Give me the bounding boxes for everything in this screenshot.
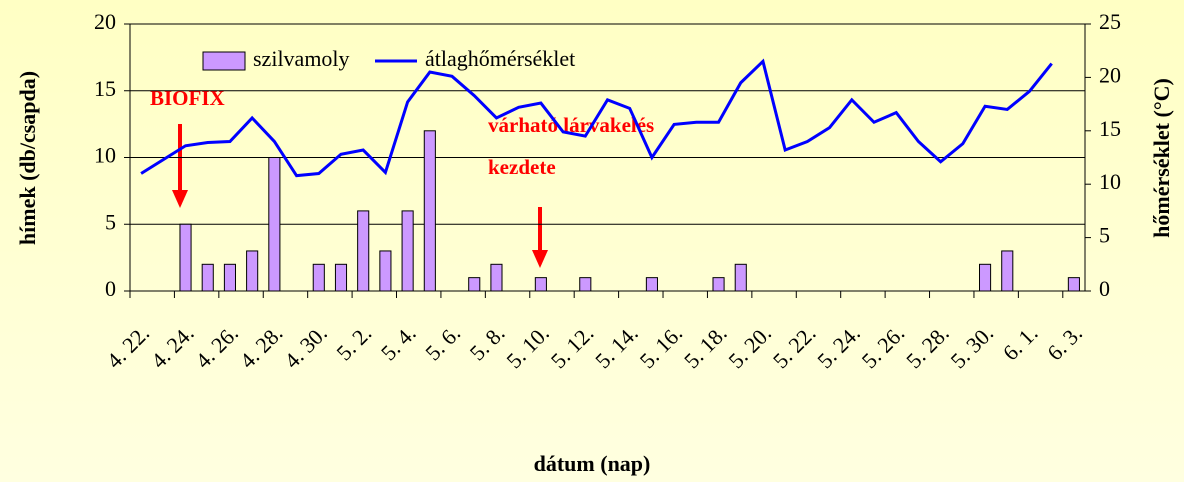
line <box>140 58 1053 178</box>
legend-label: átlaghőmérséklet <box>425 46 575 71</box>
bar <box>1067 277 1080 292</box>
bar <box>401 210 414 292</box>
bar <box>579 277 592 292</box>
bar <box>534 277 547 292</box>
bar <box>468 277 481 292</box>
y-axis-title: hímek (db/csapda) <box>15 71 40 245</box>
bar <box>268 157 281 292</box>
legend-item: átlaghőmérséklet <box>375 46 575 71</box>
bar <box>312 263 325 292</box>
bar <box>712 277 725 292</box>
bar <box>334 263 348 292</box>
y2-axis-title: hőmérséklet (°C) <box>1149 78 1174 238</box>
y2-tick-label: 10 <box>1099 169 1121 194</box>
y-tick-label: 15 <box>94 76 116 101</box>
annotation: BIOFIX <box>150 86 225 110</box>
bar <box>423 130 436 292</box>
bar <box>490 263 503 292</box>
bar <box>645 277 658 292</box>
x-axis-title: dátum (nap) <box>534 451 651 476</box>
legend-label: szilvamoly <box>253 46 350 71</box>
bar <box>179 223 192 292</box>
bar <box>357 210 370 292</box>
legend-swatch <box>202 51 246 71</box>
bar <box>379 250 392 292</box>
y2-tick-label: 25 <box>1099 9 1121 34</box>
bar <box>1001 250 1014 292</box>
legend-item: szilvamoly <box>202 46 350 71</box>
bar <box>201 263 214 292</box>
y-tick-label: 20 <box>94 9 116 34</box>
bar <box>246 250 259 292</box>
y2-tick-label: 15 <box>1099 116 1121 141</box>
bar <box>734 263 747 292</box>
annotation: kezdete <box>488 155 556 179</box>
y2-tick-label: 20 <box>1099 62 1121 87</box>
y2-tick-label: 5 <box>1099 223 1110 248</box>
arrow <box>532 207 548 268</box>
y-tick-label: 0 <box>105 276 116 301</box>
y-tick-label: 10 <box>94 143 116 168</box>
bar <box>223 263 236 292</box>
y-tick-label: 5 <box>105 209 116 234</box>
y2-tick-label: 0 <box>1099 276 1110 301</box>
bar <box>979 263 992 292</box>
